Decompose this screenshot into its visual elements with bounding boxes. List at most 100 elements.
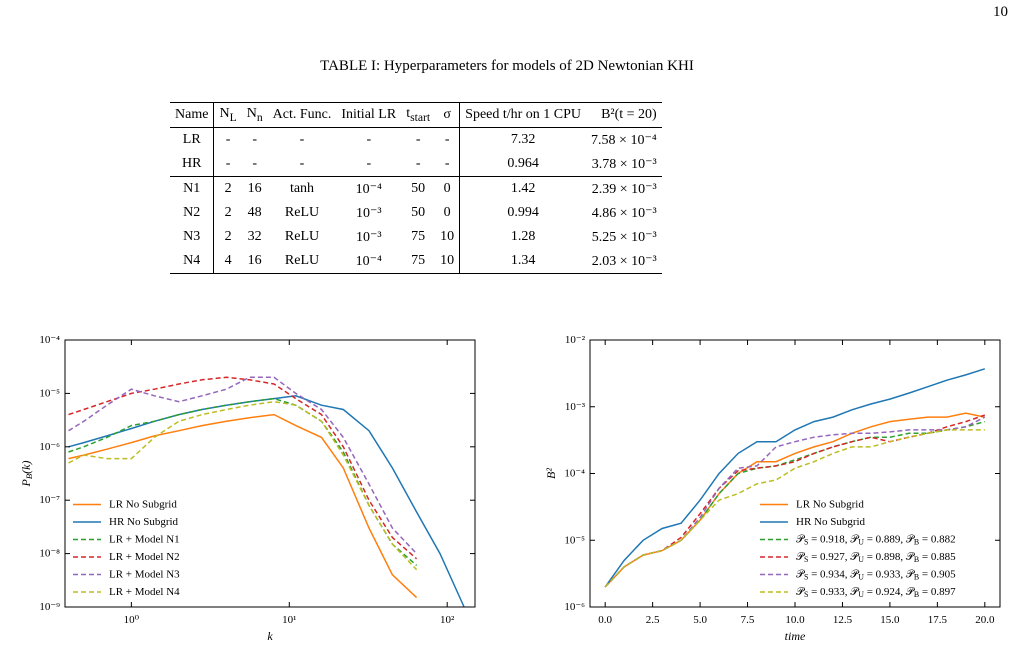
series-line <box>604 368 986 588</box>
y-tick-label: 10⁻⁴ <box>39 334 60 346</box>
table: Name NL Nn Act. Func. Initial LR tstart σ Speed… <box>170 102 662 274</box>
legend-label: LR No Subgrid <box>796 498 864 510</box>
table-cell: 10⁻⁴ <box>336 249 402 274</box>
table-caption: TABLE I: Hyperparameters for models of 2… <box>320 58 694 74</box>
table-cell: ReLU <box>267 249 337 274</box>
table-cell: 4.86 × 10⁻³ <box>591 205 657 221</box>
table-row: HR - - - - - -0.964 3.78 × 10⁻³ <box>170 152 662 177</box>
table-cell: 2.03 × 10⁻³ <box>586 249 662 274</box>
series-line <box>68 413 418 599</box>
table-cell: 16 <box>241 249 268 274</box>
table-cell: B²(t = 20) <box>586 102 662 128</box>
y-tick-label: 10⁻² <box>565 334 586 346</box>
table-cell: N2 <box>170 201 215 225</box>
y-tick-label: 10⁻³ <box>565 400 586 412</box>
y-tick-label: 10⁻⁸ <box>39 547 60 559</box>
legend-label: 𝒫S = 0.927, 𝒫U = 0.898, 𝒫B = 0.885 <box>796 551 956 564</box>
series-line <box>68 376 418 555</box>
table-row: N1 2 16 tanh 10⁻⁴ 50 0 1.42 2.39 × 10⁻³ <box>170 176 662 201</box>
table-cell: - <box>225 132 231 147</box>
table-cell: 4 <box>213 249 242 274</box>
y-tick-label: 10⁻⁵ <box>564 534 585 546</box>
x-axis-label: k <box>267 629 273 643</box>
legend-label: HR No Subgrid <box>109 516 179 528</box>
table-cell: Act. Func. <box>267 102 337 128</box>
table-cell: tanh <box>289 181 315 196</box>
table-cell: Name <box>170 102 215 128</box>
x-tick-label: 15.0 <box>880 614 900 626</box>
table-row: LR - - - - - -7.32 7.58 × 10⁻⁴ <box>170 127 662 152</box>
table-cell: N4 <box>170 249 215 274</box>
table-cell: 7.58 × 10⁻⁴ <box>591 132 657 148</box>
table-cell: 0.964 <box>459 152 587 177</box>
table-cell: 75 <box>411 229 426 244</box>
table-cell: - <box>435 127 461 152</box>
y-axis-label: B² <box>544 468 558 479</box>
table-row: N2 2 48 ReLU 10⁻³ 50 0 0.994 4.86 × 10⁻³ <box>170 201 662 225</box>
table-cell: tstart <box>401 102 436 128</box>
table-cell: 10⁻³ <box>355 205 382 221</box>
table-row: N3 2 32 ReLU 10⁻³ 75 10 1.28 5.25 × 10⁻³ <box>170 225 662 249</box>
table-cell: - <box>336 152 402 177</box>
table-cell: Speed t/hr on 1 CPU <box>459 102 587 128</box>
y-axis-label: PB(k) <box>19 461 34 488</box>
table-cell: - <box>435 152 461 177</box>
table-row: Name NL Nn Act. Func. Initial LR tstart σ Speed… <box>170 102 662 128</box>
series-line <box>68 400 418 571</box>
table-cell: 10 <box>435 225 461 249</box>
y-tick-label: 10⁻⁵ <box>39 387 60 399</box>
x-tick-label: 12.5 <box>833 614 853 626</box>
table-cell: N3 <box>170 225 215 249</box>
y-tick-label: 10⁻⁴ <box>564 467 585 479</box>
x-tick-label: 5.0 <box>693 614 707 626</box>
legend-label: 𝒫S = 0.933, 𝒫U = 0.924, 𝒫B = 0.897 <box>796 586 956 599</box>
x-axis-label: time <box>785 629 806 643</box>
table-cell: 1.28 <box>510 229 536 244</box>
table-cell: - <box>366 132 372 147</box>
table-row: N4 4 16 ReLU 10⁻⁴ 75 10 1.34 2.03 × 10⁻³ <box>170 249 662 274</box>
y-tick-label: 10⁻⁹ <box>39 601 60 613</box>
x-tick-label: 10¹ <box>282 614 296 626</box>
table-cell: - <box>213 152 242 177</box>
x-tick-label: 10⁰ <box>124 614 140 626</box>
table-cell: - <box>415 132 421 147</box>
table-cell: 0 <box>435 201 461 225</box>
table-cell: - <box>401 152 436 177</box>
table-cell: 1.34 <box>459 249 587 274</box>
table-cell: ReLU <box>284 205 320 220</box>
table-cell: 32 <box>247 229 262 244</box>
legend-label: 𝒫S = 0.934, 𝒫U = 0.933, 𝒫B = 0.905 <box>796 568 956 581</box>
table-cell: 50 <box>411 181 426 196</box>
table-cell: N1 <box>170 176 215 201</box>
table-cell: 3.78 × 10⁻³ <box>586 152 662 177</box>
x-tick-label: 10² <box>440 614 455 626</box>
legend-label: LR + Model N2 <box>109 551 180 563</box>
y-tick-label: 10⁻⁶ <box>564 601 585 613</box>
plot-frame <box>64 339 476 608</box>
legend-label: LR No Subgrid <box>109 498 177 510</box>
table-cell: 2 <box>224 229 232 244</box>
table-cell: NL <box>213 102 242 128</box>
table-cell: 2 <box>224 181 232 196</box>
table-cell: 5.25 × 10⁻³ <box>591 229 657 245</box>
y-tick-label: 10⁻⁶ <box>39 440 60 452</box>
table-cell: σ <box>435 102 461 128</box>
x-tick-label: 20.0 <box>975 614 995 626</box>
table-cell: 10⁻⁴ <box>355 181 382 197</box>
table-cell: ReLU <box>284 229 320 244</box>
table-cell: 50 <box>411 205 426 220</box>
legend-label: HR No Subgrid <box>796 516 866 528</box>
table-cell: - <box>299 132 305 147</box>
table-cell: Initial LR <box>336 102 402 128</box>
table-cell: - <box>267 152 337 177</box>
table-cell: 10⁻³ <box>355 229 382 245</box>
table-cell: - <box>252 132 257 147</box>
legend-label: LR + Model N1 <box>109 533 180 545</box>
table-cell: 2 <box>224 205 232 220</box>
legend-label: 𝒫S = 0.918, 𝒫U = 0.889, 𝒫B = 0.882 <box>796 533 956 546</box>
table-cell: 10 <box>435 249 461 274</box>
series-line <box>604 429 985 588</box>
page-number: 10 <box>993 4 1008 20</box>
